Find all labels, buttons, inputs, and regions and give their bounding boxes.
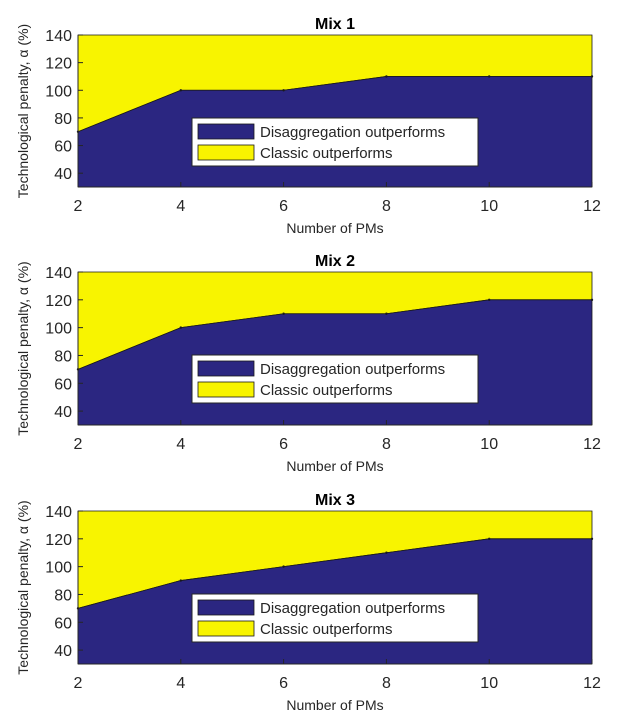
y-tick-label: 80 — [54, 348, 72, 365]
boundary-point — [590, 537, 594, 541]
y-tick-label: 120 — [45, 293, 72, 310]
chart-title: Mix 1 — [315, 16, 355, 33]
x-tick-label: 6 — [279, 198, 288, 215]
boundary-point — [179, 579, 182, 582]
legend-label: Classic outperforms — [260, 382, 393, 399]
y-tick-label: 60 — [54, 615, 72, 632]
x-tick-label: 10 — [480, 198, 498, 215]
y-axis-label: Technological penalty, α (%) — [15, 261, 31, 435]
y-axis-label: Technological penalty, α (%) — [15, 500, 31, 674]
boundary-point — [488, 75, 491, 78]
x-tick-label: 2 — [74, 198, 83, 215]
legend: Disaggregation outperforms Classic outper… — [191, 354, 479, 404]
boundary-point — [385, 551, 388, 554]
y-tick-label: 60 — [54, 376, 72, 393]
x-axis-label: Number of PMs — [286, 697, 383, 713]
x-tick-label: 2 — [74, 675, 83, 692]
legend-label: Disaggregation outperforms — [260, 600, 445, 617]
chart-title: Mix 3 — [315, 492, 355, 509]
y-tick-label: 40 — [54, 166, 72, 183]
y-tick-label: 100 — [45, 560, 72, 577]
legend-label: Disaggregation outperforms — [260, 361, 445, 378]
legend-swatch — [197, 381, 255, 398]
boundary-point — [385, 75, 388, 78]
y-tick-label: 140 — [45, 265, 72, 282]
x-tick-label: 10 — [480, 436, 498, 453]
legend-label: Classic outperforms — [260, 145, 393, 162]
x-tick-label: 10 — [480, 675, 498, 692]
x-axis-label: Number of PMs — [286, 220, 383, 236]
subplot-1: 2 4 6 8 10 12 40 60 80 100 120 140 Mix 1 Number of PM… — [15, 16, 601, 236]
boundary-point — [385, 312, 388, 315]
chart-title: Mix 2 — [315, 253, 355, 270]
x-tick-label: 12 — [583, 198, 601, 215]
legend-swatch — [197, 360, 255, 377]
y-tick-label: 120 — [45, 532, 72, 549]
x-tick-label: 4 — [176, 436, 185, 453]
subplot-3: 2 4 6 8 10 12 40 60 80 100 120 140 Mix 3 Number of PM… — [15, 492, 601, 713]
boundary-point — [179, 326, 182, 329]
y-tick-label: 80 — [54, 587, 72, 604]
boundary-point — [282, 312, 285, 315]
legend-label: Classic outperforms — [260, 621, 393, 638]
x-tick-label: 4 — [176, 198, 185, 215]
y-axis-label: Technological penalty, α (%) — [15, 24, 31, 198]
y-tick-label: 40 — [54, 404, 72, 421]
boundary-point — [282, 565, 285, 568]
x-tick-label: 6 — [279, 675, 288, 692]
boundary-point — [179, 89, 182, 92]
x-axis-label: Number of PMs — [286, 458, 383, 474]
boundary-point — [590, 75, 594, 78]
legend-swatch — [197, 599, 255, 616]
subplot-2: 2 4 6 8 10 12 40 60 80 100 120 140 Mix 2 Number of PM… — [15, 253, 601, 474]
boundary-point — [488, 298, 491, 302]
x-tick-label: 12 — [583, 675, 601, 692]
boundary-point — [590, 298, 594, 302]
x-tick-label: 8 — [382, 436, 391, 453]
y-tick-label: 80 — [54, 111, 72, 128]
x-tick-label: 8 — [382, 198, 391, 215]
x-tick-label: 2 — [74, 436, 83, 453]
legend-swatch — [197, 620, 255, 637]
y-tick-label: 60 — [54, 139, 72, 156]
y-tick-label: 140 — [45, 504, 72, 521]
y-tick-label: 140 — [45, 28, 72, 45]
boundary-point — [282, 89, 285, 92]
x-tick-label: 6 — [279, 436, 288, 453]
legend: Disaggregation outperforms Classic outper… — [191, 593, 479, 643]
legend-swatch — [197, 123, 255, 140]
y-tick-label: 120 — [45, 56, 72, 73]
legend-swatch — [197, 144, 255, 161]
x-tick-label: 12 — [583, 436, 601, 453]
boundary-point — [488, 537, 491, 541]
x-tick-label: 4 — [176, 675, 185, 692]
y-tick-label: 100 — [45, 321, 72, 338]
x-tick-label: 8 — [382, 675, 391, 692]
legend: Disaggregation outperforms Classic outper… — [191, 117, 479, 167]
y-tick-label: 100 — [45, 83, 72, 100]
legend-label: Disaggregation outperforms — [260, 124, 445, 141]
y-tick-label: 40 — [54, 643, 72, 660]
